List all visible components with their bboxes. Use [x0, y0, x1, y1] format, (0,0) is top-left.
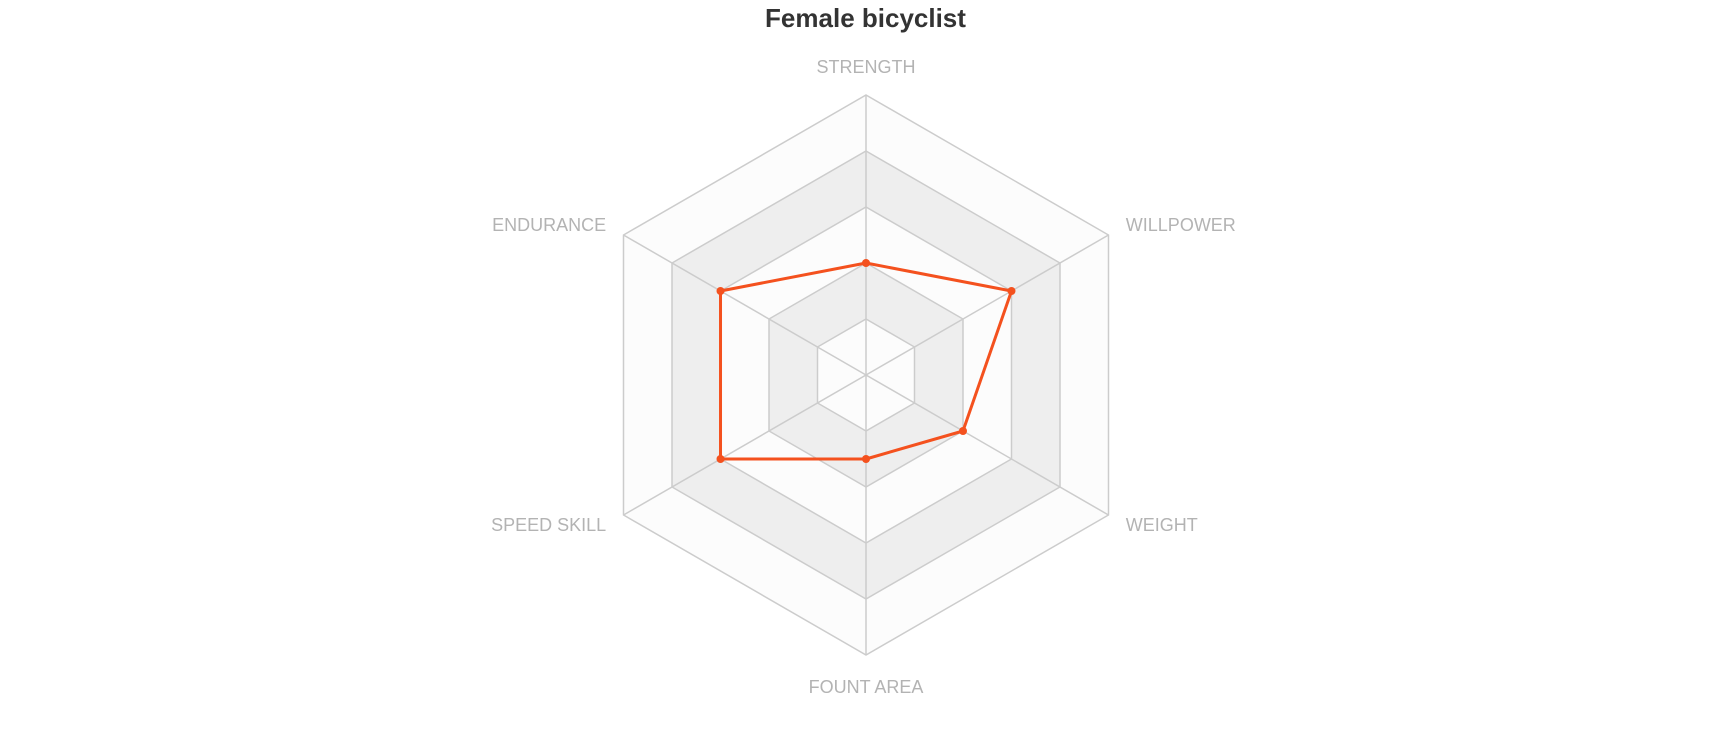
- radar-series: [716, 259, 1016, 463]
- axis-label-speed-skill: SPEED SKILL: [491, 515, 606, 535]
- radar-axis-labels: STRENGTH WILLPOWER WEIGHT FOUNT AREA SPEED S…: [491, 57, 1236, 697]
- axis-label-endurance: ENDURANCE: [492, 215, 606, 235]
- axis-line: [865, 374, 1109, 516]
- data-point-endurance[interactable]: [716, 287, 725, 295]
- axis-label-willpower: WILLPOWER: [1126, 215, 1236, 235]
- data-point-weight[interactable]: [958, 427, 967, 435]
- chart-title: Female bicyclist: [765, 3, 966, 33]
- data-point-fount-area[interactable]: [862, 455, 870, 463]
- axis-line: [865, 234, 1109, 376]
- axis-label-fount-area: FOUNT AREA: [809, 677, 924, 697]
- data-point-strength[interactable]: [862, 259, 870, 267]
- axis-line: [623, 374, 867, 516]
- axis-line: [623, 234, 867, 376]
- radar-axis-lines: [623, 95, 1109, 655]
- axis-label-weight: WEIGHT: [1126, 515, 1198, 535]
- axis-label-strength: STRENGTH: [817, 57, 916, 77]
- data-point-speed-skill[interactable]: [716, 455, 725, 463]
- data-point-willpower[interactable]: [1007, 287, 1016, 295]
